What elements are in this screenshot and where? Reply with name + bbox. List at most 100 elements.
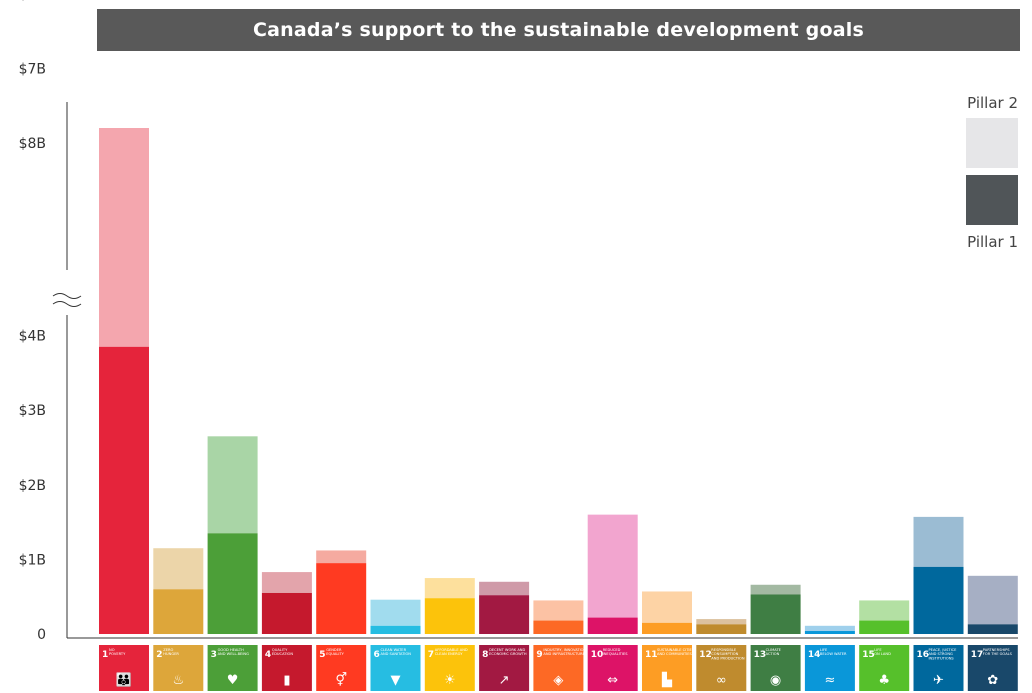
- bar-pillar2: [967, 575, 1018, 625]
- sdg-tile-bg: [913, 645, 964, 691]
- sdg-tile-bg: [261, 645, 312, 691]
- equals-arrows-icon: ⇔: [607, 673, 618, 688]
- bar-pillar1: [913, 566, 964, 634]
- y-tick-label: $3B: [19, 403, 46, 419]
- chart-title-bar: Canada’s support to the sustainable deve…: [97, 9, 1020, 51]
- bar-pillar1: [261, 592, 312, 634]
- sdg-tile-label: FOR THE GOALS: [983, 652, 1013, 656]
- y-tick-label: $6B: [19, 0, 46, 3]
- sdg-tile-label: AND STRONG: [929, 652, 954, 656]
- bar-pillar2: [153, 548, 204, 590]
- bar-pillar2: [913, 516, 964, 567]
- heartbeat-icon: ♥: [227, 673, 239, 688]
- sdg-tile-number: 15: [862, 650, 875, 660]
- sdg-tile-number: 16: [917, 650, 930, 660]
- bar-pillar2: [261, 572, 312, 593]
- legend-pillar1-label: Pillar 1: [967, 233, 1018, 251]
- bar-pillar1: [479, 595, 530, 634]
- bar-pillar1: [153, 589, 204, 634]
- sdg-tile-label: REDUCED: [603, 648, 621, 652]
- bar-pillar1: [316, 563, 367, 634]
- bar-pillar2: [750, 584, 801, 595]
- water-drop-icon: ▼: [391, 673, 401, 688]
- legend-pillar2-swatch: [966, 118, 1018, 168]
- bar-pillar2: [207, 436, 258, 534]
- y-tick-label: $1B: [19, 552, 46, 568]
- sdg-tile-label: AND COMMUNITIES: [657, 652, 692, 656]
- sdg-tile-number: 11: [645, 650, 658, 660]
- bar-pillar1: [967, 624, 1018, 634]
- chart-title: Canada’s support to the sustainable deve…: [253, 19, 864, 41]
- bar-pillar2: [642, 591, 692, 623]
- sdg-tile-bg: [424, 645, 475, 691]
- sdg-tile-label: GOOD HEALTH: [218, 648, 244, 652]
- y-tick-label: $4B: [19, 329, 46, 345]
- sdg-tile-label: AFFORDABLE AND: [435, 648, 468, 652]
- bar-pillar2: [859, 600, 910, 621]
- sdg-tile-label: LIFE: [820, 648, 828, 652]
- sdg-tile-number: 8: [482, 650, 488, 660]
- sdg-tile-number: 14: [808, 650, 821, 660]
- bowl-icon: ♨: [172, 673, 184, 688]
- sdg-tile-label: PARTNERSHIPS: [983, 648, 1010, 652]
- bar-pillar1: [533, 620, 584, 634]
- sdg-tile-label: DECENT WORK AND: [489, 648, 525, 652]
- sdg-tile-label: QUALITY: [272, 648, 288, 652]
- sdg-tile-label: HUNGER: [163, 652, 179, 656]
- axis-break-mark: [52, 301, 82, 307]
- sdg-tile-bg: [967, 645, 1018, 691]
- tree-icon: ♣: [878, 673, 890, 688]
- bar-pillar2: [479, 581, 530, 596]
- sdg-tile-bg: [696, 645, 747, 691]
- sdg-tile-label: ZERO: [163, 648, 173, 652]
- fish-icon: ≈: [824, 673, 835, 688]
- sdg-tile-label: AND INFRASTRUCTURE: [543, 652, 585, 656]
- axis-break-mark: [52, 293, 82, 299]
- city-icon: ▙: [661, 671, 673, 688]
- sdg-tile-bg: [479, 645, 530, 691]
- sdg-tile-label: INSTITUTIONS: [929, 656, 955, 660]
- sdg-tile-number: 9: [536, 650, 542, 660]
- sdg-tile-label: POVERTY: [109, 652, 126, 656]
- sdg-tile-bg: [642, 645, 692, 691]
- bar-pillar2: [804, 625, 855, 632]
- bar-pillar1: [642, 622, 692, 634]
- legend-pillar2-label: Pillar 2: [967, 94, 1018, 112]
- sdg-tile-bg: [533, 645, 584, 691]
- sdg-tile-bg: [316, 645, 367, 691]
- bar-pillar1: [696, 624, 747, 634]
- bar-pillar2: [424, 578, 475, 599]
- cubes-icon: ◈: [553, 673, 563, 688]
- sdg-tile-label: PEACE, JUSTICE: [929, 648, 958, 652]
- sdg-tile-label: INEQUALITIES: [603, 652, 629, 656]
- sdg-tile-label: AND PRODUCTION: [711, 656, 745, 660]
- sdg-tile-bg: [99, 645, 149, 691]
- bar-pillar1: [207, 533, 258, 634]
- sdg-tile-number: 12: [699, 650, 712, 660]
- sdg-tile-label: AND WELL-BEING: [218, 652, 249, 656]
- bar-pillar2: [533, 600, 584, 621]
- sdg-tile-bg: [207, 645, 258, 691]
- sdg-tile-label: RESPONSIBLE: [711, 648, 737, 652]
- sdg-tile-label: CONSUMPTION: [711, 652, 738, 656]
- sdg-tile-label: BELOW WATER: [820, 652, 847, 656]
- sdg-tile-number: 5: [319, 650, 325, 660]
- bar-pillar2: [99, 128, 149, 347]
- sdg-tile-bg: [153, 645, 204, 691]
- sdg-tile-number: 13: [754, 650, 767, 660]
- flower-rings-icon: ✿: [987, 673, 998, 688]
